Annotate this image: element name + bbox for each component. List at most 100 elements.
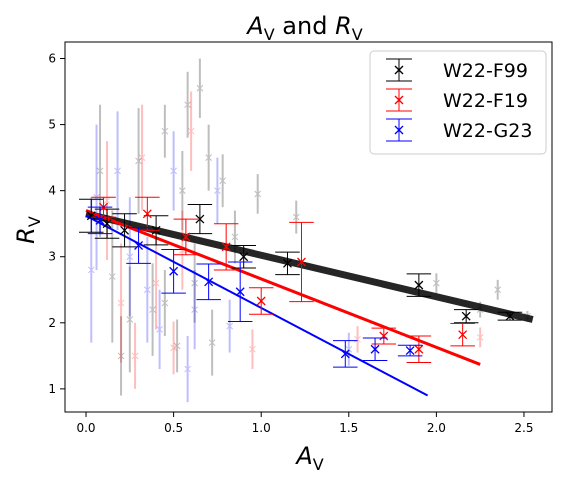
background-point [108,210,116,343]
background-marker-stroke-b [184,101,191,109]
binned-marker [195,214,205,224]
background-marker-stroke-b [208,339,216,346]
background-marker [433,279,440,287]
background-marker [231,233,239,241]
binned-marker [204,277,214,287]
background-point [191,243,198,323]
title-r: R [335,12,352,40]
background-marker [179,187,186,195]
binned-marker-stroke-b [458,330,468,340]
background-marker-stroke-b [249,345,256,353]
binned-marker [414,344,424,354]
binned-marker [379,331,389,341]
binned-marker [181,232,191,242]
background-marker-stroke-a [173,342,181,350]
background-marker [152,279,160,287]
background-point [205,124,213,191]
y-axis-label-sub: V [25,216,44,227]
background-marker-stroke-a [96,167,104,175]
background-point [126,266,134,373]
binned-marker-stroke-b [461,311,471,321]
background-marker [96,167,104,175]
binned-point-W22-F99 [453,309,479,324]
background-marker-stroke-b [345,345,353,353]
binned-marker [256,296,266,306]
binned-marker [505,311,515,321]
binned-marker-stroke-b [239,252,249,262]
background-marker [117,299,125,307]
background-marker [249,345,256,353]
background-point [354,326,361,353]
background-marker-stroke-a [152,279,160,287]
background-marker [156,326,163,333]
background-point [156,289,163,370]
background-marker-stroke-a [231,233,239,241]
binned-point-W22-F99 [275,251,300,276]
background-marker-stroke-a [161,299,169,307]
background-marker [354,335,361,343]
background-marker-stroke-a [226,322,234,330]
background-marker-stroke-b [126,316,134,323]
background-point [226,299,234,353]
background-marker [126,253,134,261]
legend-label: W22-F99 [443,60,528,82]
binned-marker [458,330,468,340]
binned-marker [414,280,424,290]
fit-line-W22-F19 [85,209,481,366]
binned-marker [102,219,112,229]
background-marker-stroke-b [117,352,125,360]
background-marker-stroke-b [170,344,177,352]
y-axis-label: RV [12,216,44,244]
background-points-layer [87,58,531,403]
background-marker-stroke-b [187,127,195,135]
binned-point-W22-G23 [126,227,151,264]
background-marker-stroke-b [143,286,151,294]
y-tick-label: 5 [48,118,56,132]
background-marker-stroke-b [205,154,213,161]
background-point [219,154,227,208]
binned-marker [86,211,96,221]
background-marker-stroke-a [196,84,204,92]
fit-line-W22-F99 [85,210,534,323]
binned-marker-stroke-b [95,215,105,225]
binned-marker-stroke-b [505,311,515,321]
background-marker-stroke-b [138,154,146,161]
binned-point-W22-G23 [227,261,253,322]
x-axis-label: AV [294,442,323,474]
title-r-sub: V [352,25,363,44]
background-marker-stroke-b [149,306,156,313]
background-marker-stroke-a [179,187,186,195]
background-marker-stroke-b [494,286,502,294]
binned-marker-stroke-b [235,287,245,297]
background-marker-stroke-a [117,299,125,307]
axes-frame [64,41,553,413]
legend-label: W22-G23 [443,120,532,142]
binned-marker [235,287,245,297]
binned-point-W22-F19 [371,327,397,345]
background-marker-stroke-a [161,127,169,135]
background-marker-stroke-a [214,187,221,195]
binned-marker-stroke-b [283,258,292,268]
binned-marker [370,344,380,354]
background-point [231,210,239,264]
background-marker-stroke-a [354,335,361,343]
binned-marker [169,266,179,276]
background-marker-stroke-a [219,177,227,185]
legend-entry-W22-G23: W22-G23 [386,118,532,142]
title-a-sub: V [264,25,275,44]
background-point [170,321,177,375]
background-marker [494,286,502,294]
binned-marker [239,252,249,262]
background-marker [161,299,169,307]
x-axis-label-main: A [294,442,312,470]
background-marker [87,266,95,274]
background-marker-stroke-b [135,157,142,165]
background-marker-stroke-b [114,167,121,175]
binned-point-W22-F99 [406,273,432,297]
x-axis-ticks: 0.0 0.5 1.0 1.5 2.0 2.5 [76,412,534,435]
binned-marker-stroke-b [204,277,214,287]
background-marker-stroke-b [126,253,134,261]
background-point [254,174,262,214]
background-marker [208,339,216,346]
